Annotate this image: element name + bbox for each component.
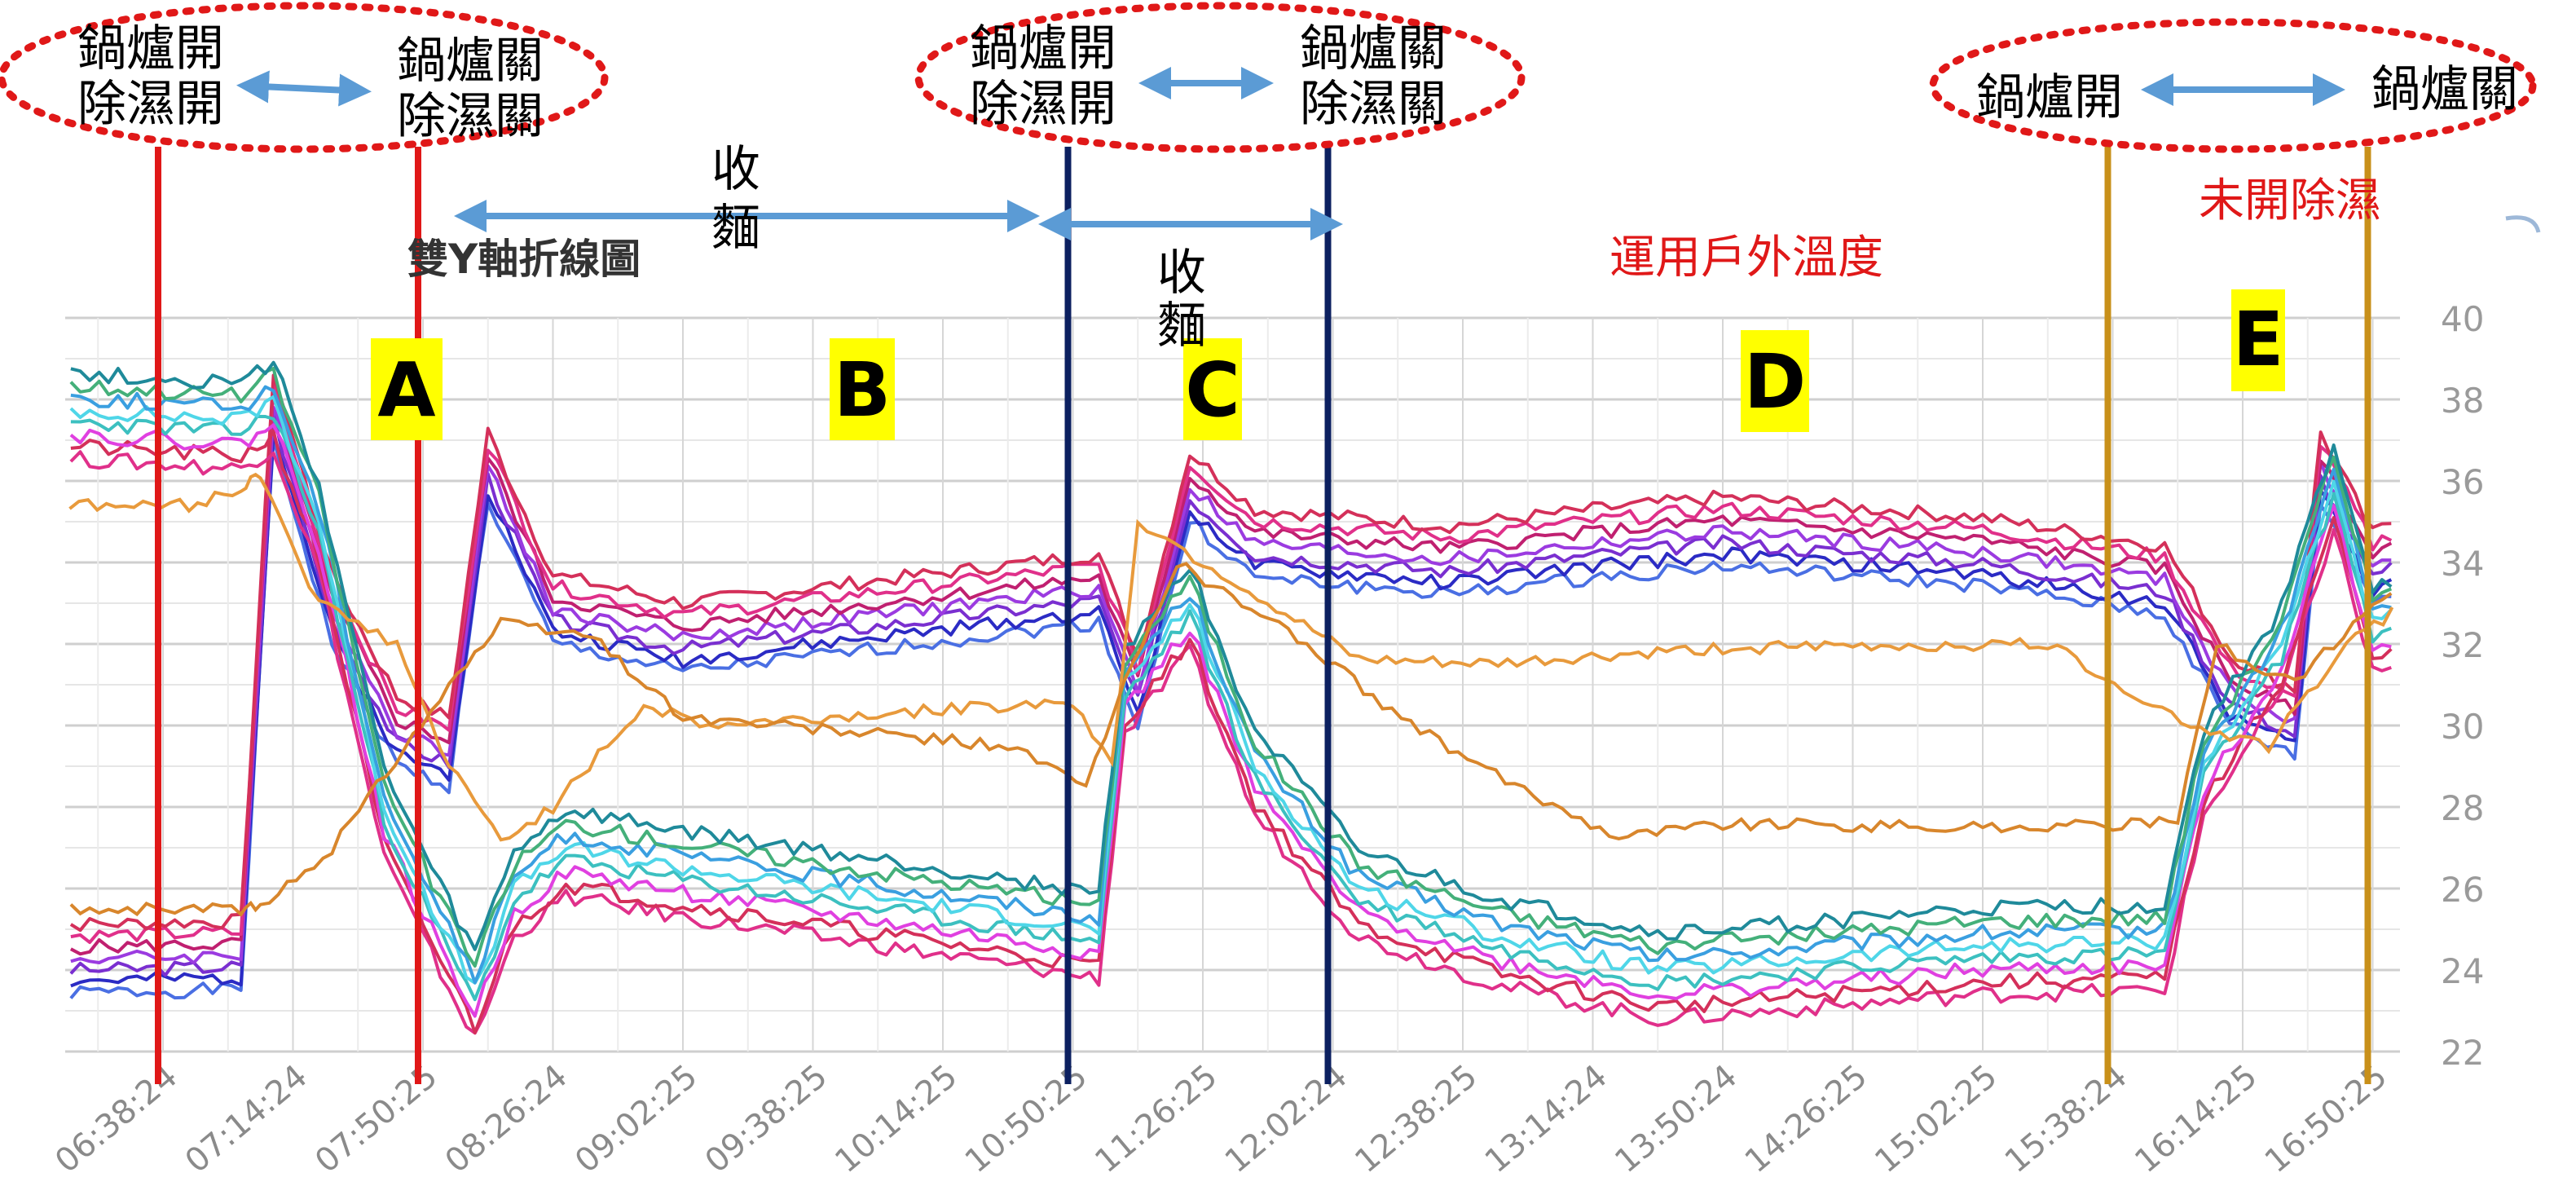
series-line-orange: [68, 472, 2394, 842]
y-tick-label: 28: [2441, 788, 2484, 828]
series-lines: [68, 360, 2394, 1035]
series-line-low: [69, 367, 2393, 968]
series-line-high: [70, 405, 2392, 965]
x-tick-label: 11:26:25: [1088, 1057, 1224, 1180]
y-tick-label: 38: [2441, 381, 2484, 421]
dehumidify-on-label: 除濕開: [77, 76, 224, 133]
boiler-off-label: 鍋爐關: [397, 33, 544, 90]
series-line-low: [69, 423, 2392, 1018]
x-tick-label: 07:50:25: [308, 1057, 444, 1180]
x-tick-label: 09:38:25: [698, 1057, 834, 1180]
boiler-off-label-2: 鍋爐關: [1300, 20, 1447, 77]
x-tick-label: 15:38:24: [1998, 1057, 2134, 1180]
x-tick-label: 10:50:25: [958, 1057, 1094, 1180]
harvest-label-2a: 收: [1157, 245, 1206, 302]
y-axis-right: 40 38 36 34 32 30 28 26 24 22: [2441, 299, 2484, 1073]
x-tick-label: 13:14:24: [1478, 1057, 1614, 1180]
y-tick-label: 34: [2441, 544, 2484, 584]
region-label-d: D: [1744, 338, 1806, 426]
x-tick-label: 12:02:24: [1218, 1057, 1354, 1180]
dehumidify-on-label-2: 除濕開: [970, 76, 1116, 133]
chart-subtitle: 運用戶外溫度: [1609, 232, 1883, 284]
x-tick-label: 16:50:25: [2258, 1057, 2394, 1180]
chart-title: 雙Y軸折線圖: [407, 236, 641, 283]
y-tick-label: 24: [2441, 951, 2484, 991]
y-tick-label: 22: [2441, 1033, 2484, 1073]
x-tick-label: 09:02:25: [568, 1057, 704, 1180]
harvest-label-1b: 麵: [711, 200, 760, 257]
region-label-c: C: [1185, 346, 1240, 434]
series-line-low: [70, 360, 2393, 951]
boiler-on-label: 鍋爐開: [77, 20, 224, 77]
y-tick-label: 40: [2441, 299, 2484, 339]
boiler-on-label-3: 鍋爐開: [1976, 69, 2123, 126]
harvest-annotation-2: 收 麵: [1038, 208, 1343, 355]
x-tick-label: 15:02:25: [1868, 1057, 2004, 1180]
x-tick-label: 13:50:24: [1608, 1057, 1744, 1180]
region-label-e: E: [2233, 296, 2284, 383]
decorative-arc: [2505, 215, 2541, 233]
harvest-label-2b: 麵: [1157, 298, 1206, 355]
boiler-on-label-2: 鍋爐開: [970, 20, 1116, 77]
x-axis: 06:38:2407:14:2407:50:2508:26:2409:02:25…: [48, 1057, 2394, 1180]
y-tick-label: 32: [2441, 625, 2484, 665]
harvest-annotation-1: 收 麵: [454, 141, 1040, 257]
annotation-group-3: 鍋爐開 鍋爐關: [1929, 18, 2537, 153]
annotation-group-2: 鍋爐開 除濕開 鍋爐關 除濕關: [914, 2, 1526, 153]
series-line-low: [70, 385, 2392, 985]
y-tick-label: 30: [2441, 707, 2484, 747]
x-tick-label: 12:38:25: [1348, 1057, 1484, 1180]
series-line-high: [69, 373, 2392, 933]
no-dehumidify-label: 未開除濕: [2199, 174, 2381, 227]
x-tick-label: 16:14:25: [2128, 1057, 2264, 1180]
dehumidify-off-label: 除濕關: [397, 88, 544, 145]
y-tick-label: 36: [2441, 462, 2484, 502]
region-labels: A B C D E: [371, 289, 2285, 440]
series-line-low: [69, 450, 2392, 1035]
x-tick-label: 08:26:24: [438, 1057, 575, 1180]
x-tick-label: 07:14:24: [178, 1057, 315, 1180]
boiler-off-label-3: 鍋爐關: [2371, 61, 2518, 118]
event-lines: [155, 147, 2371, 1084]
dehumidify-off-label-2: 除濕關: [1300, 76, 1447, 133]
harvest-label-1a: 收: [711, 141, 760, 198]
series-line-orange: [69, 562, 2393, 917]
region-label-b: B: [834, 346, 891, 434]
series-line-high: [70, 431, 2393, 988]
x-tick-label: 06:38:24: [48, 1057, 184, 1180]
annotation-group-1: 鍋爐開 除濕開 鍋爐關 除濕關: [0, 2, 609, 153]
region-label-a: A: [377, 346, 435, 434]
x-tick-label: 10:14:25: [828, 1057, 964, 1180]
y-tick-label: 26: [2441, 870, 2484, 910]
x-tick-label: 14:26:25: [1738, 1057, 1874, 1180]
